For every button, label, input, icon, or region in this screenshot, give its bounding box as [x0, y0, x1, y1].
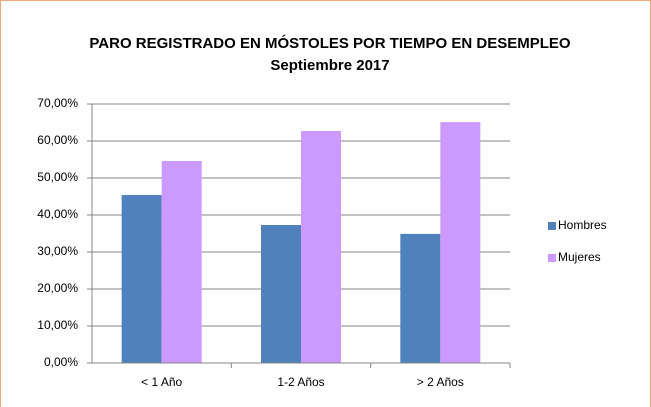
bar: [440, 122, 481, 363]
bar: [301, 131, 341, 363]
legend-label: Mujeres: [558, 250, 601, 264]
legend-swatch: [548, 254, 556, 262]
x-tick-label: < 1 Año: [141, 375, 182, 389]
x-tick-label: > 2 Años: [417, 375, 464, 389]
legend-swatch: [548, 222, 556, 230]
y-tick-label: 60,00%: [37, 133, 78, 147]
bar: [161, 160, 202, 363]
bar: [400, 233, 441, 363]
y-tick-label: 40,00%: [37, 207, 78, 221]
chart-subtitle: Septiembre 2017: [270, 57, 389, 74]
x-tick-label: 1-2 Años: [277, 375, 324, 389]
bar: [261, 224, 301, 363]
y-tick-label: 10,00%: [37, 318, 78, 332]
y-tick-label: 50,00%: [37, 170, 78, 184]
legend-label: Hombres: [558, 218, 607, 232]
y-tick-label: 30,00%: [37, 244, 78, 258]
y-tick-label: 0,00%: [44, 355, 78, 369]
y-tick-label: 70,00%: [37, 96, 78, 110]
y-tick-label: 20,00%: [37, 281, 78, 295]
bar: [121, 195, 162, 363]
chart-title: PARO REGISTRADO EN MÓSTOLES POR TIEMPO E…: [89, 34, 570, 52]
